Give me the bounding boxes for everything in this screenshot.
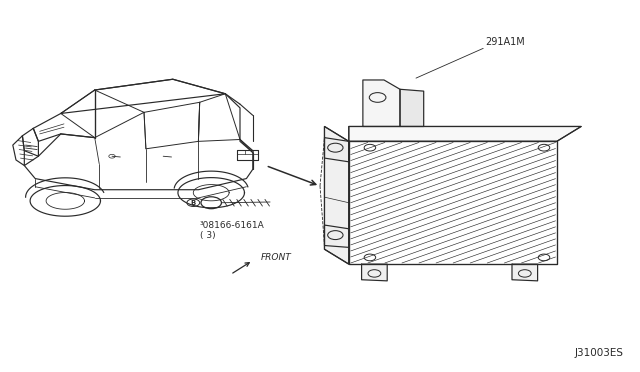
Polygon shape — [324, 138, 349, 162]
Text: FRONT: FRONT — [261, 253, 292, 262]
Polygon shape — [363, 80, 400, 126]
Polygon shape — [349, 141, 557, 264]
Polygon shape — [400, 89, 424, 126]
Polygon shape — [349, 126, 581, 141]
Text: 291A1M: 291A1M — [485, 36, 525, 46]
Text: J31003ES: J31003ES — [575, 348, 624, 358]
Polygon shape — [324, 225, 349, 247]
Polygon shape — [362, 264, 387, 281]
Polygon shape — [512, 264, 538, 281]
Text: B: B — [191, 200, 196, 206]
Polygon shape — [324, 126, 349, 264]
Text: ³08166-6161A
( 3): ³08166-6161A ( 3) — [200, 221, 264, 240]
